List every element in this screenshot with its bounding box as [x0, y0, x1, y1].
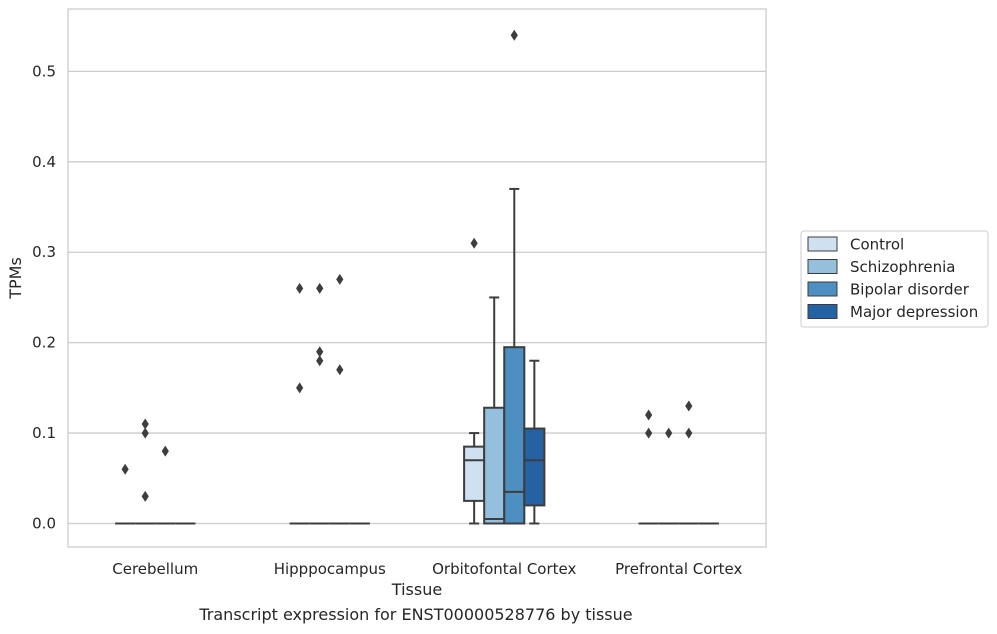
legend-label: Bipolar disorder: [850, 281, 970, 299]
outlier-point: [316, 355, 324, 367]
outlier-point: [296, 282, 304, 294]
outlier-point: [336, 273, 344, 285]
x-tick-label: Prefrontal Cortex: [615, 560, 742, 578]
outlier-point: [316, 282, 324, 294]
y-tick-label: 0.5: [32, 62, 56, 80]
box-group: [135, 418, 156, 525]
legend-frame: [800, 230, 989, 328]
outlier-point: [685, 400, 693, 412]
legend-swatch: [807, 304, 838, 319]
gridlines: [68, 70, 766, 525]
y-tick-label: 0.2: [32, 334, 56, 352]
box-group: [155, 445, 176, 525]
box-group: [678, 400, 699, 525]
y-tick-label: 0.3: [32, 243, 56, 261]
x-tick-label: Hipppocampus: [274, 560, 386, 578]
outlier-point: [121, 463, 129, 475]
box-body: [503, 346, 526, 525]
box-body: [483, 406, 506, 525]
box-group: [483, 296, 506, 525]
box-group: [115, 463, 136, 525]
outlier-point: [161, 445, 169, 457]
outlier-point: [296, 382, 304, 394]
legend-swatch: [807, 236, 838, 252]
box-group: [503, 29, 526, 525]
legend-label: Major depression: [850, 303, 978, 321]
legend-swatch: [807, 259, 838, 274]
x-axis-label: Tissue: [391, 580, 442, 599]
outlier-point: [141, 418, 149, 430]
x-tick-label: Orbitofontal Cortex: [432, 560, 576, 578]
box-group: [523, 359, 546, 525]
box-group: [329, 273, 350, 525]
outlier-point: [316, 346, 324, 358]
outlier-point: [336, 364, 344, 376]
axes: 0.0 0.1 0.2 0.3 0.4 0.5 Cerebellum Hipppocampus…: [32, 62, 742, 578]
outlier-point: [141, 427, 149, 439]
outlier-point: [510, 29, 518, 41]
y-tick-label: 0.4: [32, 153, 56, 171]
box-marks: [115, 29, 719, 525]
legend-label: Schizophrenia: [850, 258, 955, 276]
plot-area: [67, 8, 767, 548]
legend-swatch: [807, 281, 838, 297]
outlier-point: [685, 427, 693, 439]
legend-label: Control: [850, 236, 904, 254]
outlier-point: [141, 490, 149, 502]
y-axis-label: TPMs: [6, 257, 25, 300]
outlier-point: [665, 427, 673, 439]
box-group: [658, 427, 679, 525]
y-tick-label: 0.0: [32, 514, 56, 532]
outlier-point: [645, 409, 653, 421]
y-tick-label: 0.1: [32, 424, 56, 442]
figure-caption: Transcript expression for ENST0000052877…: [199, 605, 633, 624]
box-group: [638, 409, 659, 525]
box-body: [523, 427, 546, 507]
box-group: [309, 282, 330, 525]
legend: Control Schizophrenia Bipolar disorder Majo…: [800, 230, 989, 328]
x-tick-label: Cerebellum: [112, 560, 198, 578]
box-body: [463, 445, 486, 502]
box-group: [463, 237, 486, 525]
outlier-point: [470, 237, 478, 249]
box-group: [289, 282, 310, 525]
outlier-point: [645, 427, 653, 439]
